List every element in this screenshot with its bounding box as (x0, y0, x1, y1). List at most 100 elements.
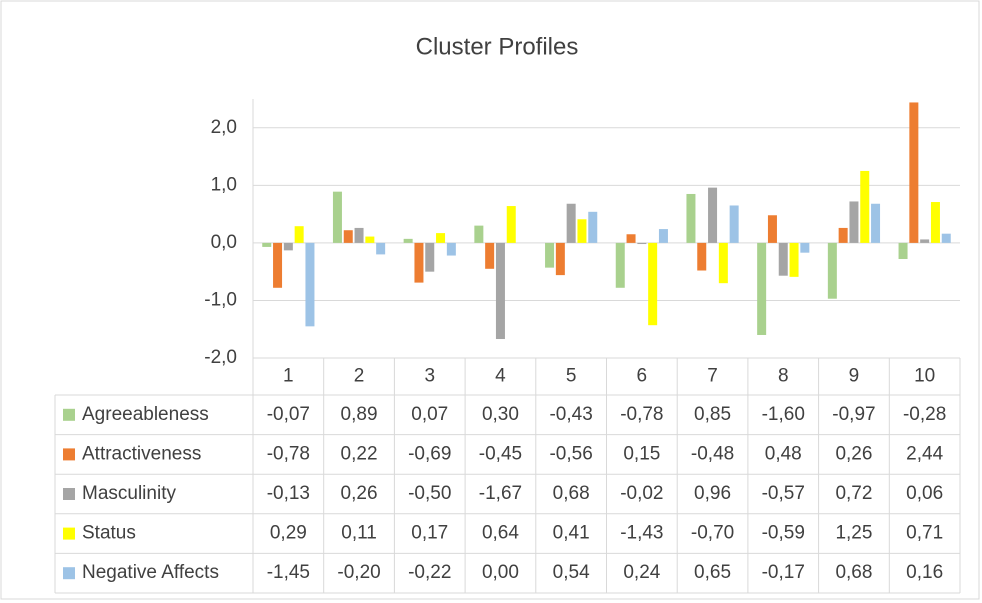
table-value: -0,48 (691, 443, 734, 464)
bar (930, 202, 940, 243)
bar (294, 226, 304, 243)
table-value: 0,24 (623, 562, 660, 583)
bar (800, 242, 810, 253)
table-value: -0,43 (549, 404, 592, 425)
y-tick-label: -2,0 (204, 347, 237, 368)
bar (637, 242, 647, 245)
bar (506, 206, 516, 243)
table-value: 0,89 (341, 404, 378, 425)
bar (871, 203, 881, 243)
bar (577, 219, 587, 243)
bar (686, 193, 696, 243)
bar (376, 242, 386, 255)
table-value: 0,68 (553, 483, 590, 504)
bar (436, 233, 446, 243)
legend-label: Attractiveness (82, 443, 201, 464)
bar (838, 227, 848, 243)
bar (343, 230, 353, 243)
y-tick-label: 0,0 (211, 232, 237, 253)
legend-label: Agreeableness (82, 404, 209, 425)
table-value: -0,28 (903, 404, 946, 425)
bar (588, 211, 598, 243)
bar (332, 191, 342, 243)
x-tick-label: 8 (778, 366, 789, 387)
table-value: 2,44 (906, 443, 943, 464)
legend-label: Negative Affects (82, 562, 219, 583)
bar (827, 242, 837, 299)
table-value: 0,00 (482, 562, 519, 583)
bar (757, 242, 767, 335)
table-value: -0,78 (620, 404, 663, 425)
legend-key (63, 567, 75, 580)
bar (729, 205, 739, 243)
table-value: -0,78 (267, 443, 310, 464)
bar (920, 239, 930, 243)
bar (789, 242, 799, 277)
bar (658, 229, 668, 243)
bar (626, 234, 636, 243)
x-tick-label: 2 (354, 366, 365, 387)
table-value: -0,45 (479, 443, 522, 464)
y-tick-label: 1,0 (211, 174, 237, 195)
x-tick-label: 4 (495, 366, 506, 387)
table-value: -0,20 (337, 562, 380, 583)
table-value: 0,29 (270, 523, 307, 544)
bar (860, 170, 870, 243)
bar (941, 233, 951, 243)
x-tick-label: 10 (914, 366, 935, 387)
table-value: -0,07 (267, 404, 310, 425)
table-value: -0,97 (832, 404, 875, 425)
x-tick-label: 6 (637, 366, 648, 387)
bar (495, 242, 505, 340)
table-value: 0,54 (553, 562, 590, 583)
table-value: -0,56 (549, 443, 592, 464)
y-tick-label: 2,0 (211, 117, 237, 138)
table-value: 0,26 (835, 443, 872, 464)
table-value: 0,85 (694, 404, 731, 425)
bar (446, 242, 456, 256)
table-value: 0,07 (411, 404, 448, 425)
table-value: 0,72 (835, 483, 872, 504)
table-value: -0,17 (762, 562, 805, 583)
bar (403, 238, 413, 243)
table-value: 0,11 (341, 523, 377, 544)
bar (718, 242, 728, 284)
bar (708, 187, 718, 243)
bar (305, 242, 315, 327)
table-value: 0,26 (341, 483, 378, 504)
bar (354, 227, 364, 243)
table-value: -1,45 (267, 562, 310, 583)
bar (648, 242, 658, 326)
chart-title: Cluster Profiles (416, 33, 579, 60)
table-value: -0,59 (762, 523, 805, 544)
table-value: -0,70 (691, 523, 734, 544)
table-value: 0,30 (482, 404, 519, 425)
x-tick-label: 9 (849, 366, 860, 387)
table-value: -0,69 (408, 443, 451, 464)
bar (365, 236, 375, 243)
bar (615, 242, 625, 288)
table-value: 0,06 (906, 483, 943, 504)
table-value: 0,15 (623, 443, 660, 464)
table-value: 0,71 (906, 523, 943, 544)
table-value: -0,13 (267, 483, 310, 504)
table-value: 0,64 (482, 523, 519, 544)
bar (898, 242, 908, 260)
x-tick-label: 7 (707, 366, 718, 387)
table-value: 0,41 (553, 523, 590, 544)
x-tick-label: 5 (566, 366, 577, 387)
bar (474, 225, 484, 243)
bar (262, 242, 272, 247)
legend-label: Masculinity (82, 483, 176, 504)
bar (697, 242, 707, 271)
bar (555, 242, 565, 276)
table-value: -0,22 (408, 562, 451, 583)
legend-label: Status (82, 523, 136, 544)
bar (273, 242, 283, 288)
table-value: -1,60 (762, 404, 805, 425)
table-value: 0,68 (835, 562, 872, 583)
table-value: -1,67 (479, 483, 522, 504)
bar (767, 215, 777, 243)
bar (485, 242, 495, 269)
